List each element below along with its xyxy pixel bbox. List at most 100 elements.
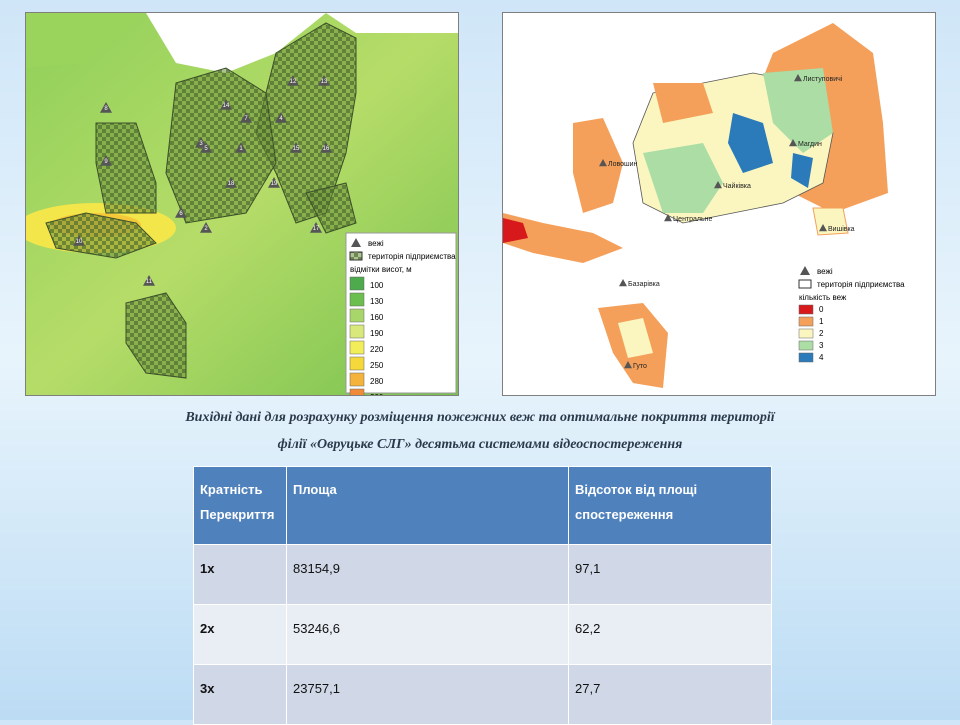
table-row: 3х 23757,1 27,7: [193, 664, 772, 725]
legend-label: 160: [370, 313, 384, 322]
header-cell: Відсоток від площі спостереження: [568, 466, 772, 545]
cell: 83154,9: [286, 544, 569, 605]
coverage-map-svg: Листуповичі Магдин Ловошин Чайківка Централь…: [503, 13, 935, 395]
cell: 27,7: [568, 664, 772, 725]
tower-icon: [275, 112, 287, 123]
caption-line: Вихідні дані для розрахунку розміщення п…: [185, 410, 775, 425]
tower-icon: [800, 266, 810, 275]
tower-icon: [73, 235, 85, 246]
tower-label: 6: [179, 211, 183, 217]
tower-icon: [175, 207, 187, 218]
tower-icon: [225, 177, 237, 188]
tower-icon: [318, 75, 330, 86]
legend-label: 190: [370, 329, 384, 338]
tower-icon: [100, 102, 112, 113]
legend-swatch: [798, 316, 814, 327]
legend-label: вежі: [817, 267, 833, 276]
tower-label: 12: [290, 79, 297, 85]
legend-label: 300: [370, 393, 384, 395]
tower-icon: [714, 181, 722, 189]
table-row: 1х 83154,9 97,1: [193, 544, 772, 605]
tower-icon: [143, 275, 155, 286]
legend-label: територія підприємства: [817, 280, 905, 289]
tower-icon: [240, 112, 252, 123]
legend-box: [793, 263, 931, 373]
legend-swatch: [349, 308, 365, 323]
legend-swatch: [349, 292, 365, 307]
tower-icon: [624, 361, 632, 369]
legend-label: 220: [370, 345, 384, 354]
cell: 53246,6: [286, 604, 569, 665]
place-label: Листуповичі: [803, 75, 843, 83]
place-label: Гуто: [633, 363, 647, 370]
legend-swatch: [349, 324, 365, 339]
place-label: Вишівка: [828, 225, 855, 233]
place-label: Ловошин: [608, 161, 638, 168]
legend-swatch: [798, 279, 812, 289]
legend-label: 0: [819, 305, 824, 314]
tower-label: 14: [223, 103, 230, 109]
tower-label: 15: [293, 146, 300, 152]
legend-swatch: [349, 372, 365, 387]
coverage-map: Листуповичі Магдин Ловошин Чайківка Централь…: [502, 12, 936, 396]
tower-label: 5: [204, 146, 208, 152]
tower-label: 11: [146, 279, 153, 285]
header-cell: Площа: [286, 466, 569, 545]
header-cell: Кратність Перекриття: [193, 466, 287, 545]
legend-label: вежі: [368, 239, 384, 248]
legend-swatch: [349, 388, 365, 403]
place-label: Чайківка: [723, 182, 751, 190]
legend-title: кількість веж: [799, 293, 847, 302]
tower-icon: [819, 224, 827, 232]
legend-swatch: [798, 304, 814, 315]
legend-label: 250: [370, 361, 384, 370]
legend-label: 2: [819, 329, 824, 338]
tower-icon: [310, 222, 322, 233]
cell: 3х: [193, 664, 287, 725]
place-label: Центральне: [673, 216, 713, 223]
legend-label: 280: [370, 377, 384, 386]
tower-icon: [235, 142, 247, 153]
legend-label: 100: [370, 281, 384, 290]
tower-icon: [220, 99, 232, 110]
tower-label: 9: [104, 159, 108, 165]
tower-label: 1: [239, 146, 243, 152]
elevation-map: 1 2 3 4 5 6 7 8 9 10 11 12 13 14 15 16 17 18 19 вежі територ…: [16, 12, 459, 419]
header-row: Кратність Перекриття Площа Відсоток від …: [193, 466, 772, 545]
tower-label: 19: [271, 181, 278, 187]
legend-swatch: [349, 251, 363, 261]
cell: 62,2: [568, 604, 772, 665]
legend-box: [345, 232, 457, 394]
legend-swatch: [349, 276, 365, 291]
tower-icon: [320, 142, 332, 153]
legend-swatch: [798, 340, 814, 351]
tower-icon: [195, 137, 207, 148]
legend-swatch: [798, 328, 814, 339]
legend-label: 3: [819, 341, 824, 350]
legend-label: 130: [370, 297, 384, 306]
legend-swatch: [349, 356, 365, 371]
tower-label: 8: [104, 106, 108, 112]
tower-label: 16: [323, 146, 330, 152]
tower-icon: [100, 155, 112, 166]
legend-swatch: [798, 352, 814, 363]
tower-icon: [599, 159, 607, 167]
legend-label: територія підприємства: [368, 252, 456, 261]
cell: 23757,1: [286, 664, 569, 725]
coverage-table: Кратність Перекриття Площа Відсоток від …: [193, 466, 772, 725]
tower-label: 10: [76, 239, 83, 245]
cell: 97,1: [568, 544, 772, 605]
place-label: Магдин: [798, 141, 822, 148]
place-label: Базарівка: [628, 280, 660, 288]
tower-icon: [200, 142, 212, 153]
tower-label: 2: [204, 226, 208, 232]
tower-label: 3: [199, 141, 203, 147]
cell: 1х: [193, 544, 287, 605]
tower-icon: [351, 238, 361, 247]
tower-icon: [619, 279, 627, 287]
tower-icon: [268, 177, 280, 188]
tower-icon: [794, 74, 802, 82]
tower-icon: [789, 139, 797, 147]
